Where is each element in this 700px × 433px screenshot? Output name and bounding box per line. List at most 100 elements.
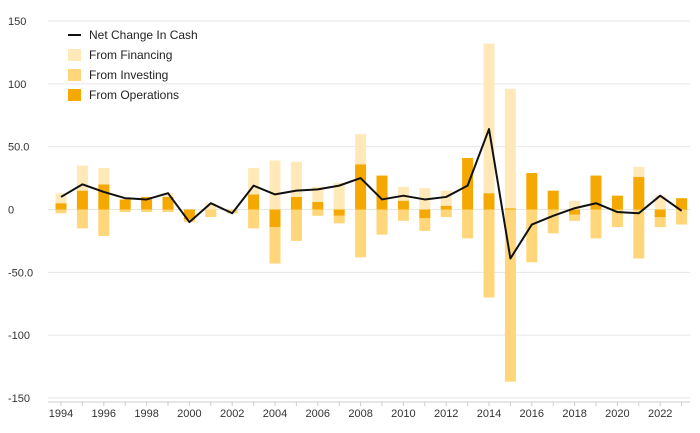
legend-label: From Operations [89,88,179,102]
x-tick-label: 2022 [648,408,672,420]
bar-from-financing-2010 [397,186,409,201]
bar-from-investing-2023 [676,209,688,225]
bar-from-operations-2022 [654,209,666,218]
bars [55,43,688,382]
x-tick-label: 2010 [391,408,415,420]
x-tick-label: 2008 [348,408,372,420]
bar-from-operations-1994 [55,203,67,210]
bar-from-financing-2021 [633,166,645,177]
x-tick-label: 2002 [220,408,244,420]
bar-from-investing-2006 [312,209,324,216]
bar-from-investing-2015 [504,209,516,382]
bar-from-financing-1994 [55,193,67,204]
bar-from-investing-2001 [205,209,217,218]
bar-from-financing-2004 [269,160,281,210]
bar-from-financing-2001 [205,203,217,210]
bar-from-investing-1994 [55,209,67,214]
bar-from-investing-1997 [119,209,131,213]
bar-from-operations-2000 [183,209,195,220]
bar-from-financing-2012 [440,190,452,206]
bar-from-operations-2015 [504,208,516,210]
legend-item-from-operations[interactable]: From Operations [68,88,179,102]
bar-from-investing-1998 [141,209,153,213]
bar-from-investing-2011 [419,218,431,231]
legend-item-from-investing[interactable]: From Investing [68,68,168,82]
legend[interactable]: Net Change In Cash From Financing From Inv… [68,28,198,102]
legend-swatch [68,89,81,101]
bar-from-investing-2004 [269,227,281,264]
bar-from-investing-2018 [569,214,581,221]
bar-from-investing-2009 [376,209,388,235]
legend-item-net-change-in-cash[interactable]: Net Change In Cash [68,28,198,42]
bar-from-operations-2006 [312,201,324,210]
bar-from-investing-1996 [98,209,110,236]
legend-label: Net Change In Cash [89,28,198,42]
x-tick-label: 2000 [177,408,201,420]
bar-from-operations-2008 [355,164,367,210]
bar-from-operations-2004 [269,209,281,228]
x-tick-label: 2020 [605,408,629,420]
bar-from-investing-2005 [290,209,302,241]
net-change-line-path [60,128,683,260]
legend-label: From Investing [89,68,168,82]
x-tick-label: 2012 [434,408,458,420]
bar-from-financing-2014 [483,43,495,194]
bar-from-operations-2014 [483,193,495,210]
bar-from-operations-2012 [440,205,452,210]
bar-from-financing-1999 [162,193,174,197]
bar-from-financing-2007 [333,183,345,210]
bar-from-investing-2002 [226,209,238,214]
bar-from-operations-2016 [526,173,538,210]
bar-from-investing-2017 [547,209,559,234]
bar-from-investing-2003 [248,209,260,229]
x-tick-label: 2006 [306,408,330,420]
bar-from-operations-1999 [162,196,174,210]
bar-from-investing-2010 [397,209,409,221]
bar-from-financing-2015 [504,88,516,209]
bar-from-operations-2020 [611,195,623,210]
y-tick-label: 50.0 [8,142,29,154]
bar-from-investing-2022 [654,217,666,228]
bar-from-operations-2009 [376,175,388,210]
bar-from-investing-1995 [76,209,88,229]
y-tick-label: -100 [8,330,30,342]
bar-from-financing-1995 [76,165,88,191]
x-tick-label: 1996 [92,408,116,420]
bar-from-financing-1996 [98,168,110,185]
net-change-line [60,128,683,260]
bar-from-operations-2023 [676,198,688,210]
bar-from-investing-2016 [526,209,538,263]
x-tick-label: 2004 [263,408,287,420]
y-axis-ticks: 150 100 50.0 0 -50.0 -100 -150 [8,16,33,405]
bar-from-investing-2019 [590,209,602,239]
x-tick-label: 2014 [477,408,501,420]
x-tick-label: 2016 [520,408,544,420]
legend-label: From Financing [89,48,172,62]
legend-swatch [68,49,81,61]
y-tick-label: 100 [8,79,26,91]
bar-from-investing-2013 [462,209,474,239]
bar-from-financing-2006 [312,186,324,202]
x-tick-label: 1994 [49,408,73,420]
x-tick-label: 2018 [562,408,586,420]
bar-from-financing-2003 [248,168,260,195]
bar-from-investing-1999 [162,209,174,213]
legend-item-from-financing[interactable]: From Financing [68,48,172,62]
bar-from-operations-1998 [141,196,153,210]
bar-from-investing-2007 [333,215,345,224]
bar-from-operations-1995 [76,190,88,210]
bar-from-operations-2017 [547,190,559,210]
bar-from-operations-2011 [419,209,431,219]
bar-from-investing-2014 [483,209,495,298]
bar-from-operations-1996 [98,184,110,210]
bar-from-operations-2005 [290,196,302,210]
x-axis: 1994 1996 1998 2000 2002 2004 2006 2008 2010 2012… [48,401,690,420]
legend-swatch [68,69,81,81]
bar-from-operations-2018 [569,209,581,215]
bar-from-operations-2019 [590,175,602,210]
bar-from-financing-2005 [290,161,302,197]
y-tick-label: -50.0 [8,267,33,279]
bar-from-investing-2021 [633,209,645,259]
bar-from-investing-2012 [440,209,452,218]
